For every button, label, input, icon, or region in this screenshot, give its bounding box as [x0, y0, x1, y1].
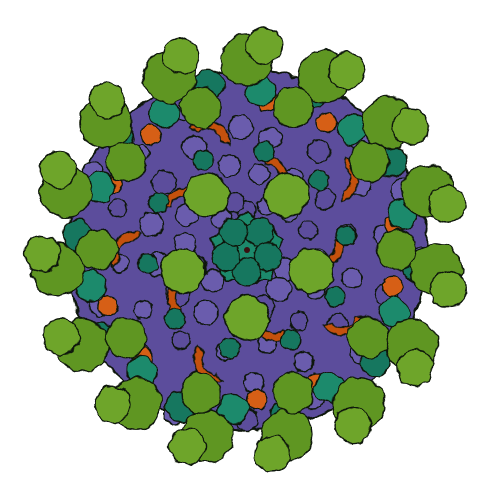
green-outer-spike-lobe: [88, 81, 126, 119]
purple-subunit: [193, 300, 219, 326]
purple-subunit: [298, 220, 318, 240]
green-inner-spike: [288, 248, 335, 294]
teal-subunit: [164, 308, 186, 331]
green-outer-spike-lobe: [253, 434, 291, 473]
orange-subunit: [315, 112, 338, 134]
teal-subunit: [192, 149, 214, 171]
purple-subunit: [248, 163, 270, 185]
teal-subunit: [308, 169, 330, 192]
pentamer-subunit: [245, 217, 275, 247]
teal-subunit: [280, 329, 302, 351]
orange-subunit: [381, 275, 404, 297]
purple-subunit: [341, 267, 363, 289]
green-mid-spike: [179, 371, 222, 414]
green-outer-spike-lobe: [39, 151, 77, 189]
green-outer-spike-lobe: [93, 386, 132, 424]
purple-subunit: [171, 330, 191, 351]
green-mid-spike: [376, 229, 418, 271]
green-mid-spike: [179, 86, 222, 129]
green-outer-spike-lobe: [42, 317, 80, 356]
green-outer-spike-lobe: [246, 27, 284, 65]
purple-subunit: [307, 139, 331, 163]
central-pentamer: [209, 211, 285, 287]
green-outer-spike-lobe: [392, 107, 430, 146]
purple-subunit: [293, 350, 315, 373]
green-outer-spike-lobe: [327, 52, 366, 90]
green-mid-spike: [347, 141, 390, 183]
orange-subunit: [139, 124, 162, 146]
green-outer-spike-lobe: [23, 234, 61, 273]
purple-subunit: [289, 311, 309, 331]
teal-subunit: [148, 192, 170, 214]
pentamer-subunit: [232, 257, 262, 287]
pentamer-subunit: [253, 242, 283, 272]
green-inner-spike: [159, 248, 206, 294]
green-mid-spike: [104, 317, 147, 359]
green-outer-spike-lobe: [333, 407, 372, 445]
green-mid-spike: [272, 371, 315, 414]
purple-subunit: [138, 211, 165, 238]
teal-subunit: [324, 286, 346, 308]
orange-subunit: [97, 295, 119, 317]
green-outer-spike-lobe: [161, 37, 199, 75]
purple-subunit: [133, 300, 153, 320]
purple-subunit: [314, 188, 336, 211]
green-outer-spike-lobe: [428, 185, 466, 223]
teal-subunit: [137, 253, 159, 275]
purple-subunit: [107, 198, 128, 218]
pentamer-pore: [244, 247, 250, 253]
pentamer-subunit: [219, 217, 249, 247]
teal-subunit: [335, 225, 357, 247]
green-mid-spike: [104, 141, 147, 183]
green-mid-spike: [347, 317, 390, 359]
green-inner-spike: [224, 295, 270, 341]
green-outer-spike-lobe: [168, 427, 206, 465]
green-mid-spike: [76, 229, 118, 271]
green-mid-spike: [272, 86, 315, 129]
purple-subunit: [217, 154, 241, 178]
teal-subunit: [253, 140, 276, 163]
teal-subunit: [218, 337, 241, 360]
purple-subunit: [227, 114, 254, 140]
green-outer-spike-lobe: [429, 270, 467, 308]
pentamer-subunit: [211, 242, 241, 272]
green-spike-layer: [23, 27, 467, 473]
green-inner-spike: [264, 172, 310, 218]
green-outer-spike-lobe: [396, 348, 434, 387]
green-inner-spike: [184, 172, 230, 218]
orange-subunit: [246, 388, 269, 411]
purple-subunit: [266, 276, 292, 303]
